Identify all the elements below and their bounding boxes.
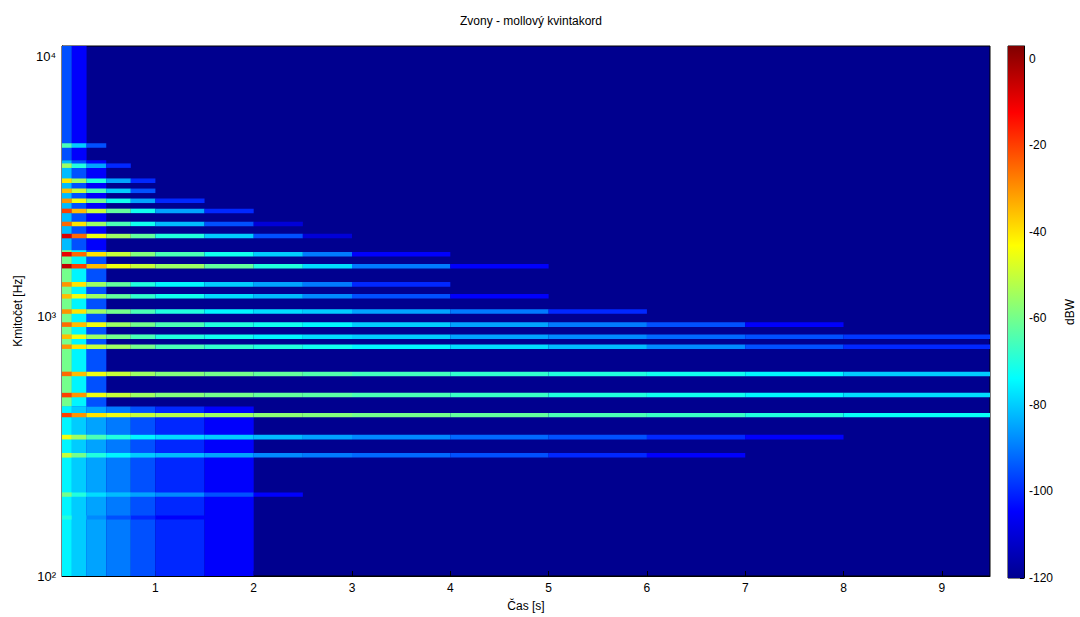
- svg-text:9: 9: [938, 581, 945, 595]
- svg-text:10²: 10²: [37, 569, 56, 584]
- svg-text:Čas [s]: Čas [s]: [507, 598, 544, 613]
- svg-text:-100: -100: [1029, 484, 1053, 498]
- svg-text:4: 4: [447, 581, 454, 595]
- svg-text:Kmitočet [Hz]: Kmitočet [Hz]: [11, 275, 25, 346]
- svg-text:10³: 10³: [37, 309, 56, 324]
- svg-text:-80: -80: [1029, 398, 1047, 412]
- svg-text:8: 8: [840, 581, 847, 595]
- svg-text:10⁴: 10⁴: [36, 49, 56, 64]
- svg-text:-120: -120: [1029, 571, 1053, 585]
- svg-text:dBW: dBW: [1063, 298, 1077, 325]
- svg-text:1: 1: [152, 581, 159, 595]
- svg-text:Zvony - mollový kvintakord: Zvony - mollový kvintakord: [460, 14, 602, 28]
- svg-text:3: 3: [349, 581, 356, 595]
- svg-text:7: 7: [742, 581, 749, 595]
- svg-text:5: 5: [545, 581, 552, 595]
- svg-text:2: 2: [250, 581, 257, 595]
- svg-text:0: 0: [1029, 52, 1036, 66]
- svg-text:6: 6: [644, 581, 651, 595]
- svg-text:-40: -40: [1029, 225, 1047, 239]
- svg-text:-20: -20: [1029, 138, 1047, 152]
- svg-text:-60: -60: [1029, 311, 1047, 325]
